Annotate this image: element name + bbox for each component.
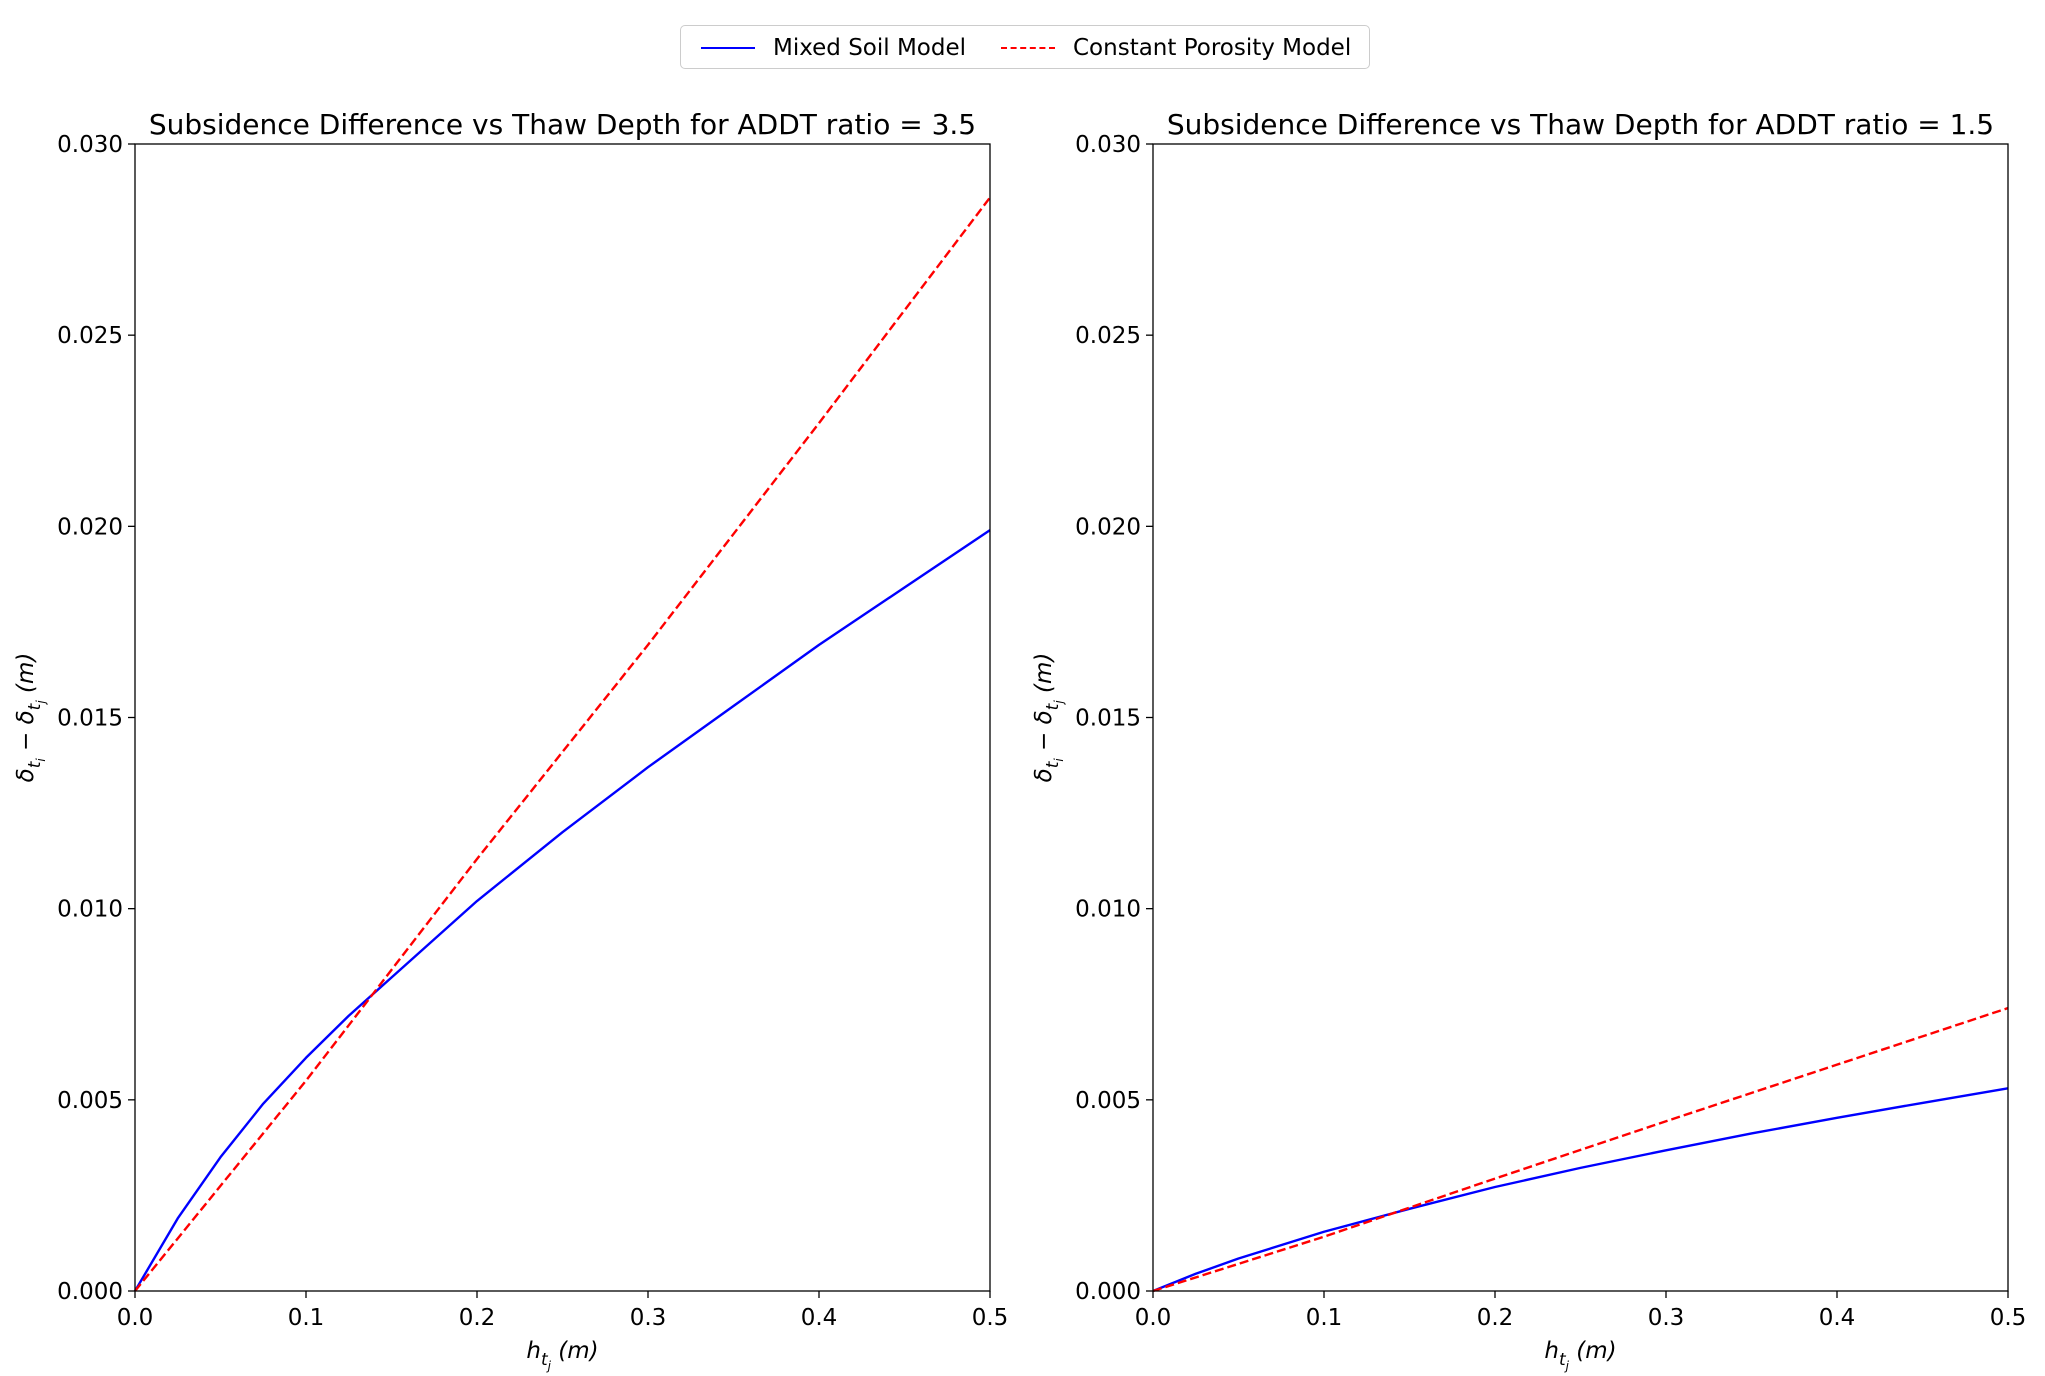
x-axis-label: htj (m) [1544, 1338, 1616, 1373]
legend-swatch-dashed-line [1001, 47, 1055, 49]
x-tick-label: 0.5 [1990, 1305, 2027, 1331]
y-axis-label: δti − δtj (m) [1031, 653, 1066, 783]
axes-frame [134, 143, 991, 1292]
chart-title: Subsidence Difference vs Thaw Depth for … [1167, 108, 1994, 141]
y-tick-label: 0.020 [1075, 514, 1141, 540]
constant-porosity-line [1152, 1006, 2009, 1293]
x-tick-label: 0.5 [972, 1305, 1009, 1331]
x-tick-label: 0.3 [1648, 1305, 1685, 1331]
y-tick-label: 0.025 [57, 323, 123, 349]
x-tick-label: 0.3 [630, 1305, 667, 1331]
x-tick-label: 0.4 [1819, 1305, 1856, 1331]
y-tick-label: 0.030 [57, 132, 123, 158]
y-tick-label: 0.005 [57, 1088, 123, 1114]
y-tick-label: 0.005 [1075, 1088, 1141, 1114]
mixed-soil-line [133, 529, 991, 1292]
y-tick-label: 0.020 [57, 514, 123, 540]
legend-entry-mixed-soil: Mixed Soil Model [701, 26, 966, 70]
y-tick-label: 0.030 [1075, 132, 1141, 158]
legend-entry-constant-porosity: Constant Porosity Model [1001, 26, 1351, 70]
y-tick-label: 0.000 [1075, 1279, 1141, 1305]
x-tick-label: 0.1 [288, 1305, 325, 1331]
x-tick-label: 0.0 [1135, 1305, 1172, 1331]
legend: Mixed Soil Model Constant Porosity Model [680, 25, 1370, 69]
constant-porosity-line [134, 196, 991, 1292]
chart-title: Subsidence Difference vs Thaw Depth for … [149, 108, 976, 141]
x-tick-label: 0.2 [1477, 1305, 1514, 1331]
mixed-soil-line [1152, 1087, 2009, 1293]
axes-frame [1152, 143, 2009, 1292]
x-tick-label: 0.2 [459, 1305, 496, 1331]
legend-label: Mixed Soil Model [773, 35, 967, 61]
y-tick-label: 0.000 [57, 1279, 123, 1305]
left-subplot: 0.0 0.1 0.2 0.3 0.4 0.5 0.000 0.005 0.010 0.015 0.… [13, 108, 1008, 1373]
x-tick-label: 0.1 [1306, 1305, 1343, 1331]
legend-label: Constant Porosity Model [1073, 35, 1352, 61]
legend-swatch-solid-line [701, 47, 755, 49]
y-axis-label: δti − δtj (m) [13, 653, 48, 783]
right-subplot: 0.0 0.1 0.2 0.3 0.4 0.5 0.000 0.005 0.010 0.015 0.… [1031, 108, 2026, 1373]
y-tick-label: 0.025 [1075, 323, 1141, 349]
y-tick-label: 0.010 [57, 897, 123, 923]
x-axis-label: htj (m) [526, 1338, 598, 1373]
y-tick-label: 0.015 [57, 706, 123, 732]
x-tick-label: 0.4 [801, 1305, 838, 1331]
x-tick-label: 0.0 [117, 1305, 154, 1331]
y-tick-label: 0.010 [1075, 897, 1141, 923]
y-tick-label: 0.015 [1075, 706, 1141, 732]
